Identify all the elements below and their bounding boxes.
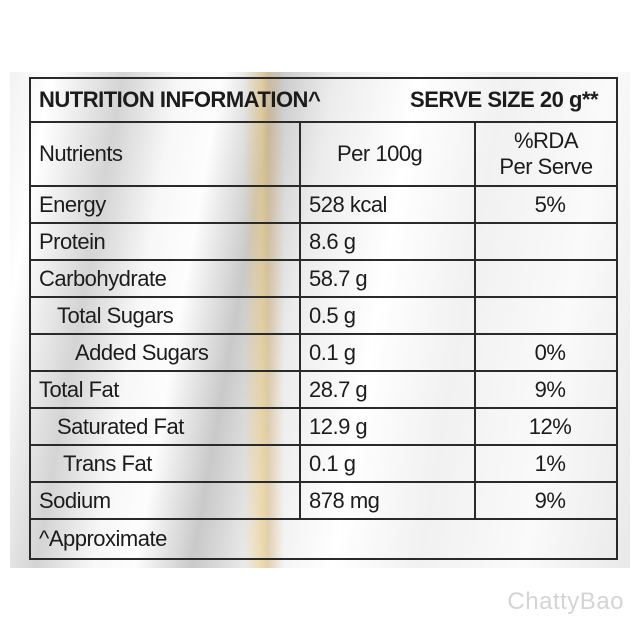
title-cell: NUTRITION INFORMATION^ SERVE SIZE 20 g**: [29, 77, 618, 123]
nutrient-rda: [474, 296, 618, 335]
nutrient-name: Sodium: [29, 481, 301, 520]
table-row: Total Sugars 0.5 g: [29, 296, 618, 335]
table-row: Trans Fat 0.1 g 1%: [29, 444, 618, 483]
footer-row: ^Approximate: [29, 518, 618, 560]
nutrient-name: Energy: [29, 185, 301, 224]
table-row: Energy 528 kcal 5%: [29, 185, 618, 224]
nutrient-rda: [474, 259, 618, 298]
table-row: Carbohydrate 58.7 g: [29, 259, 618, 298]
serve-size: SERVE SIZE 20 g**: [410, 87, 598, 112]
nutrient-rda: [474, 222, 618, 261]
nutrient-per100: 12.9 g: [299, 407, 476, 446]
nutrient-rda: 0%: [474, 333, 618, 372]
nutrient-per100: 878 mg: [299, 481, 476, 520]
nutrition-table: NUTRITION INFORMATION^ SERVE SIZE 20 g**…: [29, 77, 618, 560]
table-title: NUTRITION INFORMATION^: [39, 87, 321, 112]
nutrient-name: Added Sugars: [29, 333, 301, 372]
nutrient-per100: 8.6 g: [299, 222, 476, 261]
nutrient-name: Carbohydrate: [29, 259, 301, 298]
table-row: Added Sugars 0.1 g 0%: [29, 333, 618, 372]
nutrient-rda: 9%: [474, 370, 618, 409]
nutrient-per100: 58.7 g: [299, 259, 476, 298]
nutrient-per100: 528 kcal: [299, 185, 476, 224]
table-row: Total Fat 28.7 g 9%: [29, 370, 618, 409]
header-nutrients: Nutrients: [29, 121, 301, 187]
nutrient-name: Total Sugars: [29, 296, 301, 335]
nutrient-per100: 28.7 g: [299, 370, 476, 409]
nutrient-name: Trans Fat: [29, 444, 301, 483]
watermark: ChattyBao: [507, 588, 624, 615]
nutrient-rda: 5%: [474, 185, 618, 224]
table-row: Sodium 878 mg 9%: [29, 481, 618, 520]
nutrient-rda: 12%: [474, 407, 618, 446]
nutrient-per100: 0.5 g: [299, 296, 476, 335]
nutrient-per100: 0.1 g: [299, 444, 476, 483]
header-rda-line2: Per Serve: [499, 154, 593, 179]
footnote: ^Approximate: [29, 518, 618, 560]
table-row: Protein 8.6 g: [29, 222, 618, 261]
nutrient-name: Saturated Fat: [29, 407, 301, 446]
table-row: Saturated Fat 12.9 g 12%: [29, 407, 618, 446]
header-rda: %RDA Per Serve: [474, 121, 618, 187]
header-row: Nutrients Per 100g %RDA Per Serve: [29, 121, 618, 187]
nutrient-rda: 1%: [474, 444, 618, 483]
nutrient-name: Total Fat: [29, 370, 301, 409]
title-row: NUTRITION INFORMATION^ SERVE SIZE 20 g**: [29, 77, 618, 123]
nutrient-name: Protein: [29, 222, 301, 261]
nutrient-per100: 0.1 g: [299, 333, 476, 372]
nutrient-rda: 9%: [474, 481, 618, 520]
header-per100: Per 100g: [299, 121, 476, 187]
header-rda-line1: %RDA: [513, 128, 579, 153]
